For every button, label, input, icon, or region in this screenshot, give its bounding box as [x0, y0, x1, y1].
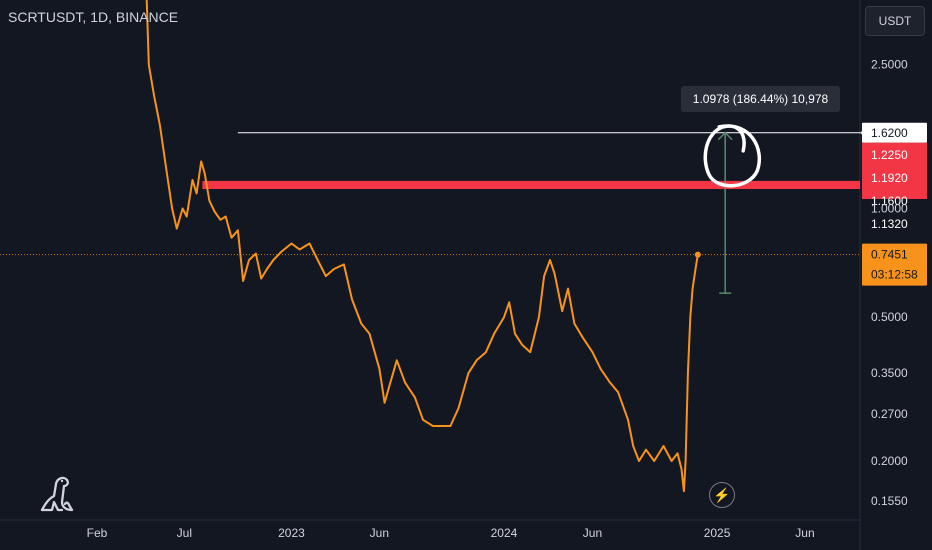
last-price-badge-box [862, 243, 927, 286]
target-price-badge: 1.6200 [862, 122, 927, 143]
x-tick-label: Jun [795, 526, 814, 540]
bar-countdown-label: 03:12:58 [871, 268, 918, 282]
y-tick-label: 0.2000 [871, 454, 908, 468]
x-tick-label: 2025 [704, 526, 731, 540]
drawing-layer [0, 124, 861, 294]
last-price-dot [694, 251, 701, 258]
y-tick-label: 2.5000 [871, 58, 908, 72]
x-tick-label: Jul [177, 526, 192, 540]
price-badges: 1.6200 1.2250 1.1920 1.1600 1.1320 0.7451 03:1… [860, 122, 927, 286]
x-tick-label: 2023 [278, 526, 305, 540]
resistance-zone [202, 180, 861, 190]
x-tick-label: Jun [583, 526, 602, 540]
measure-arrowhead [717, 131, 733, 141]
axes: 2.5000 1.0000 0.5000 0.3500 0.2700 0.2000 0.15… [87, 58, 908, 540]
y-tick-label: 0.3500 [871, 366, 908, 380]
currency-button[interactable]: USDT [865, 6, 925, 36]
y-tick-label: 0.1550 [871, 494, 908, 508]
last-price-label: 0.7451 [871, 248, 908, 262]
zone-badge-box [862, 142, 927, 200]
target-price-badge-text: 1.6200 [871, 126, 908, 140]
x-tick-label: Feb [87, 526, 108, 540]
circle-annotation [703, 124, 762, 188]
price-series-line [145, 0, 699, 493]
target-axis-marker [860, 127, 866, 138]
price-axis-separator [0, 0, 861, 550]
zone-price-label: 1.1920 [871, 171, 908, 185]
y-tick-label: 0.5000 [871, 310, 908, 324]
zone-price-label: 1.1320 [871, 217, 908, 231]
target-price-badge-box [862, 122, 927, 143]
measure-tooltip: 1.0978 (186.44%) 10,978 [681, 86, 840, 112]
price-series-layer [145, 0, 701, 493]
lightning-bolt-icon[interactable]: ⚡ [709, 482, 735, 508]
x-tick-label: Jun [370, 526, 389, 540]
y-tick-label: 0.2700 [871, 407, 908, 421]
zone-price-label: 1.1600 [871, 194, 908, 208]
zone-price-label: 1.2250 [871, 148, 908, 162]
symbol-title[interactable]: SCRTUSDT, 1D, BINANCE [8, 9, 179, 25]
y-tick-label: 1.0000 [871, 201, 908, 215]
zone-price-badges: 1.2250 1.1920 1.1600 1.1320 [862, 142, 927, 231]
tradingview-logo-icon[interactable] [38, 472, 78, 514]
x-tick-label: 2024 [491, 526, 518, 540]
